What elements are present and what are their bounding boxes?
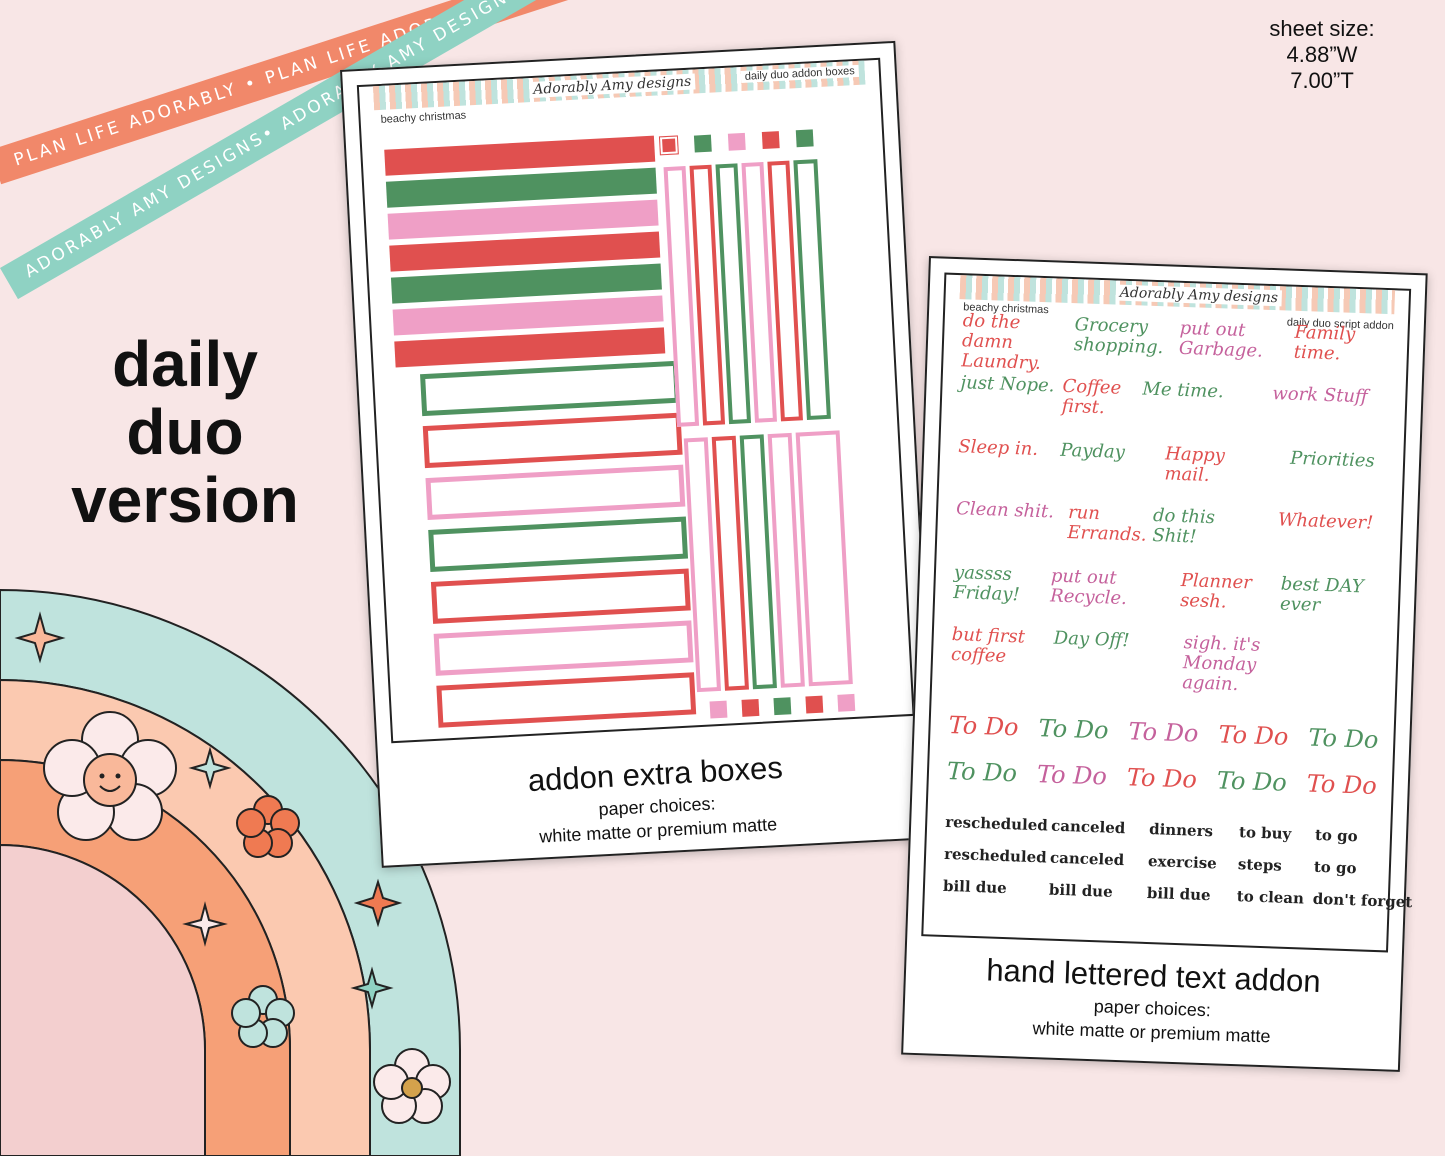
pink-square <box>837 693 856 712</box>
sticker-sheet-script: beachy christmas Adorably Amy designs da… <box>921 272 1413 953</box>
orange-flower-icon <box>236 795 300 858</box>
word-sticker: bill due <box>1146 883 1211 905</box>
sheet-header: beachy christmas Adorably Amy designs da… <box>359 60 880 126</box>
red-outline-box <box>436 672 697 728</box>
sparkle-icon <box>14 611 66 664</box>
pink-wide-strip <box>795 430 853 687</box>
word-sticker: to go <box>1313 857 1357 878</box>
sheet-width: 4.88”W <box>1286 42 1358 67</box>
label-line-3: version <box>71 464 299 536</box>
word-sticker: don't forget <box>1312 889 1413 912</box>
todo-sticker: To Do <box>1128 717 1199 748</box>
word-sticker: bill due <box>942 876 1008 898</box>
rainbow-illustration <box>0 588 461 1156</box>
script-sticker: Day Off! <box>1053 627 1130 652</box>
script-sticker: Sleep in. <box>957 436 1039 460</box>
script-sticker: Clean shit. <box>955 498 1055 523</box>
green-outline-box <box>420 360 680 417</box>
script-sticker: sigh. it's Monday again. <box>1181 632 1261 696</box>
word-sticker: to go <box>1314 825 1358 846</box>
white-flower-icon <box>373 1048 451 1124</box>
script-sticker: do the damn Laundry. <box>960 310 1042 374</box>
todo-sticker: To Do <box>1217 720 1289 751</box>
script-sticker: but first coffee <box>950 624 1026 667</box>
script-sticker: put out Garbage. <box>1178 317 1264 362</box>
todo-sticker: To Do <box>1216 766 1288 797</box>
todo-sticker: To Do <box>1306 769 1378 800</box>
todo-sticker: To Do <box>948 710 1020 742</box>
green-outline-box <box>428 516 689 572</box>
script-sticker: best DAY ever <box>1279 573 1365 616</box>
script-sticker: just Nope. <box>960 372 1055 397</box>
sparkle-icon <box>188 746 232 790</box>
script-sticker: yassss Friday! <box>952 562 1021 606</box>
script-sticker: do this Shit! <box>1152 504 1216 548</box>
green-square <box>693 134 712 153</box>
word-sticker: canceled <box>1050 816 1126 838</box>
green-square <box>773 697 792 716</box>
pink-outline-box <box>425 464 686 521</box>
sheet-size-label: sheet size: <box>1269 16 1375 41</box>
script-sticker: work Stuff <box>1272 383 1369 408</box>
word-sticker: canceled <box>1049 848 1125 870</box>
pink-square <box>709 700 728 719</box>
script-sticker: Me time. <box>1142 378 1225 403</box>
word-sticker: rescheduled <box>943 844 1048 867</box>
sheet-theme: beachy christmas <box>380 109 467 126</box>
script-sticker: Grocery shopping. <box>1073 314 1164 359</box>
sticker-sheet-boxes: beachy christmas Adorably Amy designs da… <box>356 57 915 744</box>
word-sticker: to buy <box>1238 823 1292 843</box>
word-sticker: steps <box>1237 855 1283 875</box>
script-sticker: Payday <box>1059 439 1126 463</box>
word-sticker: rescheduled <box>944 812 1049 835</box>
word-sticker: dinners <box>1148 820 1214 841</box>
word-sticker: to clean <box>1236 887 1305 908</box>
word-sticker: exercise <box>1147 852 1218 873</box>
addon-extra-boxes-card[interactable]: beachy christmas Adorably Amy designs da… <box>340 40 938 868</box>
red-square <box>761 131 780 149</box>
pink-square <box>727 132 746 151</box>
red-square <box>658 135 679 156</box>
sparkle-icon <box>350 966 394 1010</box>
sparkle-icon <box>353 878 403 928</box>
script-sticker: Planner sesh. <box>1179 569 1253 613</box>
word-sticker: bill due <box>1048 880 1113 901</box>
label-line-2: duo <box>126 396 244 468</box>
green-square <box>795 129 814 148</box>
sparkle-icon <box>182 901 228 947</box>
sheet-size-info: sheet size: 4.88”W 7.00”T <box>1257 16 1387 94</box>
label-line-1: daily <box>112 328 258 400</box>
teal-flower-icon <box>231 985 295 1048</box>
daily-duo-version-label: daily duo version <box>40 330 330 534</box>
red-outline-box <box>430 568 691 624</box>
script-sticker: put out Recycle. <box>1049 565 1128 610</box>
red-square <box>805 695 824 714</box>
hand-lettered-text-card[interactable]: beachy christmas Adorably Amy designs da… <box>901 256 1428 1072</box>
script-sticker: Family time. <box>1293 321 1356 365</box>
sheet-height: 7.00”T <box>1290 68 1354 93</box>
red-outline-box <box>422 412 683 469</box>
pink-outline-box <box>433 620 694 676</box>
script-sticker: Whatever! <box>1277 509 1374 534</box>
script-sticker: Priorities <box>1289 447 1376 472</box>
red-square <box>741 698 760 717</box>
todo-sticker: To Do <box>1126 763 1198 794</box>
todo-sticker: To Do <box>1307 723 1379 754</box>
sheet-header: beachy christmas Adorably Amy designs da… <box>946 275 1410 332</box>
todo-sticker: To Do <box>1036 760 1108 791</box>
todo-sticker: To Do <box>946 756 1018 788</box>
script-sticker: Happy mail. <box>1164 443 1226 486</box>
red-bar <box>394 327 666 368</box>
smiley-flower-icon <box>43 711 177 841</box>
todo-sticker: To Do <box>1038 714 1109 745</box>
